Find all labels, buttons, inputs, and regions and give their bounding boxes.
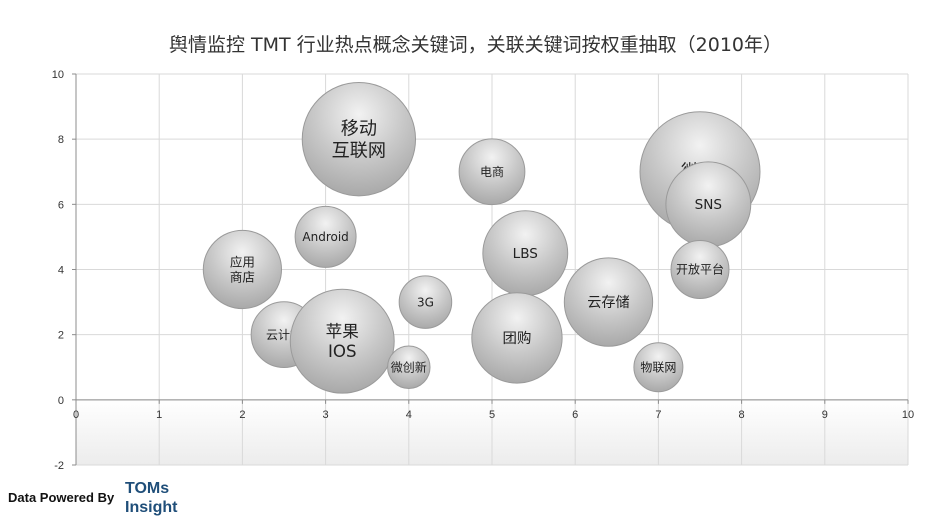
bubble-circle — [301, 82, 417, 197]
bubble-circle — [289, 288, 395, 394]
bubble-label: 苹果 — [326, 322, 360, 341]
bubble-circle — [387, 345, 431, 389]
x-tick-label: 2 — [239, 409, 245, 421]
bubble-label: 应用 — [230, 254, 255, 269]
y-tick-label: 0 — [58, 395, 64, 407]
bubble-label: SNS — [695, 197, 722, 213]
bubble: 3G — [398, 275, 453, 329]
brand-line-2: Insight — [125, 499, 178, 516]
bubble: 开放平台 — [670, 240, 730, 299]
bubble-label: 3G — [417, 295, 434, 309]
bubble: LBS — [482, 210, 569, 297]
axes: 0 1 2 3 4 5 6 7 8 9 10 -2 0 2 4 6 8 10 — [52, 69, 914, 472]
bubble-label: IOS — [328, 342, 357, 361]
bubble-label: LBS — [513, 246, 538, 262]
bubble-label: 互联网 — [332, 140, 386, 161]
bubble-label: 微创新 — [391, 359, 427, 374]
chart-title: 舆情监控 TMT 行业热点概念关键词，关联关键词按权重抽取（2010年） — [168, 34, 783, 56]
x-tick-label: 5 — [489, 409, 495, 421]
x-tick-label: 6 — [572, 409, 578, 421]
bubble: 团购 — [471, 292, 563, 384]
bubble: 电商 — [458, 138, 526, 206]
bubble-label: Android — [302, 230, 348, 244]
brand-line-1: TOMs — [125, 480, 170, 497]
bubble: 微创新 — [387, 345, 431, 389]
bubble-circle — [670, 240, 730, 299]
bubble-label: 物联网 — [640, 360, 676, 374]
bubble-circle — [294, 205, 357, 268]
y-tick-label: 2 — [58, 330, 64, 342]
bubble-circle — [458, 138, 526, 206]
bubble: 云存储 — [563, 257, 654, 347]
bubble: Android — [294, 205, 357, 268]
bubble-label: 云存储 — [587, 295, 629, 311]
bubble-circle — [563, 257, 654, 347]
x-tick-label: 9 — [822, 409, 828, 421]
y-tick-label: -2 — [54, 460, 64, 472]
x-tick-label: 8 — [739, 409, 745, 421]
y-tick-label: 10 — [52, 69, 64, 81]
y-tick-label: 8 — [58, 134, 64, 146]
bubble-label: 商店 — [230, 269, 255, 284]
y-tick-label: 4 — [58, 265, 64, 277]
toms-insight-logo: TOMs Insight — [125, 479, 177, 517]
x-tick-label: 3 — [323, 409, 329, 421]
bubble-label: 团购 — [503, 330, 532, 347]
bubble: SNS — [665, 161, 752, 248]
bubble-circle — [398, 275, 453, 329]
bubble-circle — [202, 229, 283, 310]
x-tick-label: 4 — [406, 409, 412, 421]
bubble-label: 移动 — [341, 119, 377, 140]
bubble-circle — [633, 342, 684, 393]
bubble: 物联网 — [633, 342, 684, 393]
x-tick-label: 10 — [902, 409, 914, 421]
bubbles: 移动互联网电商微博SNSAndroidLBS应用商店开放平台3G云存储云计算苹果… — [202, 82, 761, 394]
bubble-label: 电商 — [480, 164, 504, 179]
x-tick-label: 7 — [655, 409, 661, 421]
bubble-circle — [471, 292, 563, 384]
bubble-label: 开放平台 — [676, 262, 724, 277]
data-powered-by-label: Data Powered By — [8, 490, 115, 505]
y-tick-label: 6 — [58, 199, 64, 211]
x-tick-label: 0 — [73, 409, 79, 421]
x-tick-label: 1 — [156, 409, 162, 421]
